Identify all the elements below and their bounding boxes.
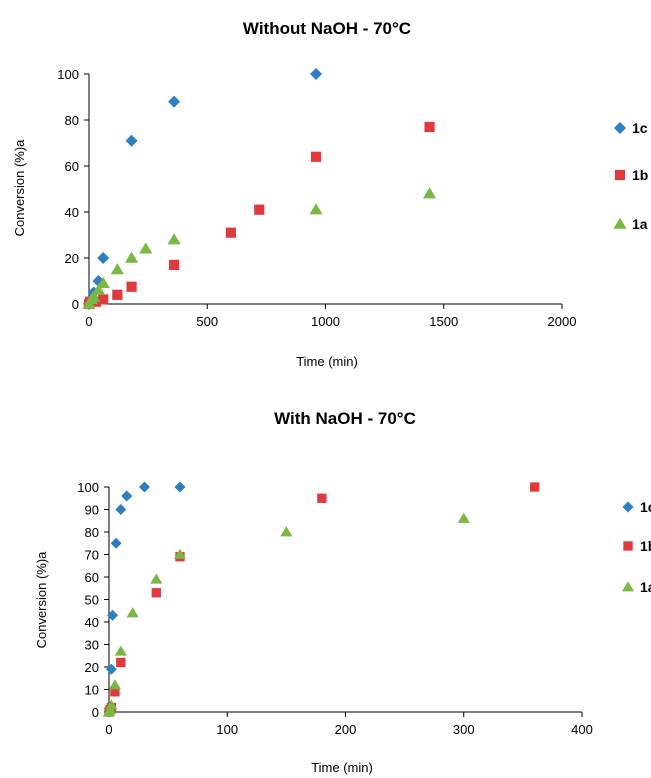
data-points [102,481,540,718]
y-tick-label: 100 [77,480,99,495]
y-tick-label: 60 [85,570,99,585]
data-point-1a [139,242,153,254]
data-point-1a [457,512,470,523]
data-point-1b [116,657,126,668]
legend-label-1b: 1b [640,538,651,554]
data-point-1c [105,663,117,675]
data-point-1a [173,548,187,559]
data-point-1c [174,481,186,493]
data-point-1b [151,588,161,598]
data-point-1b [530,482,540,492]
data-point-1b [225,227,236,238]
data-point-1a [87,290,101,302]
legend: 1c 1b 1a [621,499,651,595]
data-point-1b [126,281,137,292]
y-tick-label: 50 [85,593,99,608]
y-axis-label: Conversion (%)a [12,139,27,237]
y-tick-label: 70 [85,548,99,563]
chart-title: Without NaOH - 70°C [243,19,411,38]
data-point-1a [105,699,118,710]
data-point-1c [121,490,133,502]
data-point-1b [254,204,265,215]
legend: 1c 1b 1a [613,120,648,232]
x-tick-label: 100 [216,722,238,737]
legend-marker-1c [622,501,634,513]
y-tick-label: 20 [85,660,99,675]
data-point-1b [310,151,322,162]
data-point-1c [115,504,127,515]
y-tick-label: 30 [85,638,99,653]
data-point-1b [112,289,123,300]
y-tick-label: 100 [57,67,79,82]
y-tick-label: 40 [65,205,79,220]
y-tick-label: 80 [85,525,99,540]
legend-label-1b: 1b [632,167,648,183]
data-point-1b [98,294,109,305]
data-point-1b [317,493,327,503]
data-point-1a [422,187,437,199]
data-point-1c [168,95,181,108]
data-point-1a [167,233,181,245]
data-point-1a [124,251,139,263]
legend-label-1c: 1c [640,499,651,515]
tick-labels: 0 500 1000 1500 2000 0 20 40 60 80 100 [57,67,576,329]
legend-label-1a: 1a [640,579,651,595]
chart-title: With NaOH - 70°C [274,409,416,428]
data-point-1a [309,203,323,215]
data-point-1a [110,263,124,275]
legend-marker-1c [614,122,626,134]
data-points [82,68,437,310]
x-tick-label: 0 [85,314,92,329]
x-axis-label: Time (min) [311,760,373,775]
x-tick-label: 1000 [311,314,340,329]
y-tick-label: 20 [65,251,79,266]
legend-marker-1b [623,541,633,551]
data-point-1c [125,134,138,147]
data-point-1b [424,121,435,132]
data-point-1a [96,277,110,289]
y-tick-label: 0 [72,297,79,312]
y-tick-label: 60 [65,159,79,174]
data-point-1b [169,259,180,270]
x-tick-label: 500 [196,314,218,329]
tick-labels: 0 100 200 300 400 0 10 20 30 40 50 60 70 80 90 100 [77,480,593,737]
x-tick-label: 400 [571,722,593,737]
x-tick-label: 200 [335,722,357,737]
x-tick-label: 2000 [548,314,577,329]
legend-marker-1a [621,581,635,592]
data-point-1a [280,526,293,537]
x-axis-label: Time (min) [296,354,358,369]
y-tick-label: 40 [85,615,99,630]
data-point-1c [97,252,110,264]
axes [84,73,563,309]
y-tick-label: 0 [92,705,99,720]
data-point-1a [108,679,121,690]
data-point-1a [114,645,127,656]
chart-with-naoh: With NaOH - 70°C Time (min) Conversion (… [34,409,651,775]
y-tick-label: 80 [65,113,79,128]
y-tick-label: 90 [85,503,99,518]
data-point-1b [110,687,120,697]
y-tick-label: 10 [85,683,99,698]
data-point-1a [91,283,106,295]
chart-without-naoh: Without NaOH - 70°C Time (min) Conversio… [12,19,648,369]
legend-label-1a: 1a [632,216,648,232]
data-point-1c [110,537,122,549]
x-tick-label: 0 [105,722,112,737]
data-point-1c [107,609,119,621]
axes [104,486,583,717]
data-point-1a [150,573,163,584]
x-tick-label: 300 [453,722,475,737]
data-point-1a [126,607,139,618]
legend-label-1c: 1c [632,120,648,136]
data-point-1c [310,68,323,80]
data-point-1c [138,481,150,493]
legend-marker-1b [614,169,626,181]
legend-marker-1a [613,217,627,229]
x-tick-label: 1500 [429,314,458,329]
y-axis-label: Conversion (%)a [34,551,49,649]
